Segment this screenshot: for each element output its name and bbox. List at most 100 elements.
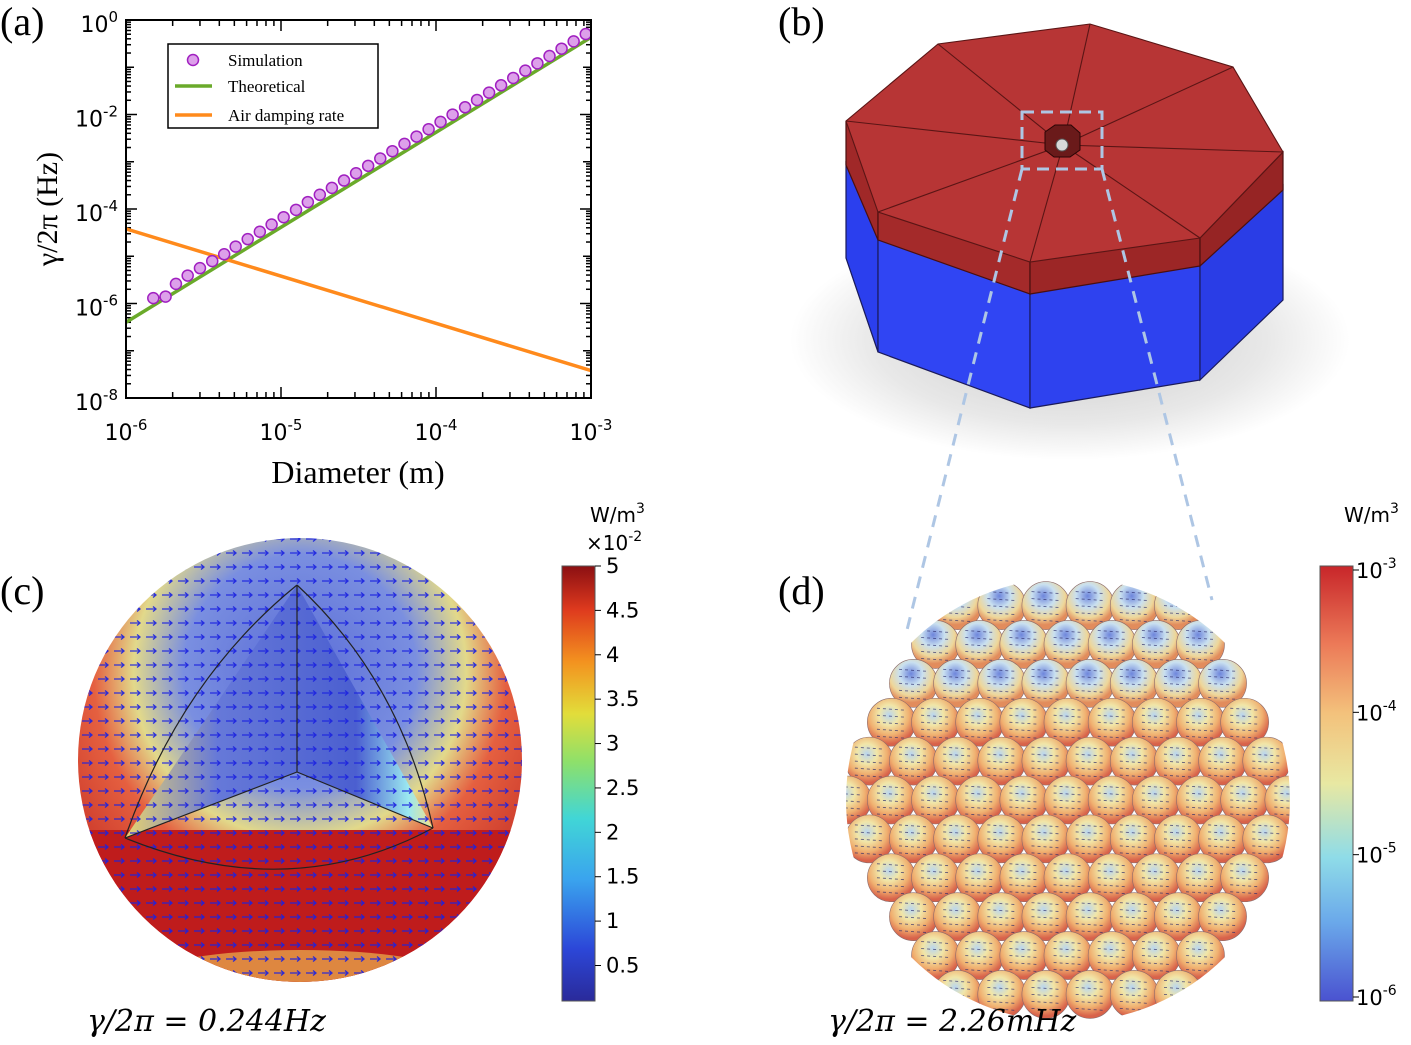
simulation-point [289,203,303,217]
cluster-ball [1132,853,1181,903]
cluster-ball [889,892,938,941]
cluster-ball [999,853,1049,903]
simulation-point [229,240,242,253]
zoom-box [1020,110,1104,171]
cluster-ball [1109,892,1159,941]
simulation-point [313,188,327,202]
cluster-ball [911,853,960,903]
simulation-point [398,137,411,151]
cluster-ball [1065,659,1115,708]
cluster-ball [1021,736,1071,786]
y-tick-label: 10-6 [75,292,118,322]
y-tick-label: 10-4 [75,197,118,227]
cluster-ball [1109,970,1159,1019]
cluster-ball [1043,620,1093,669]
cluster-ball [1021,814,1071,864]
simulation-point [519,64,532,77]
panel-a-label: (a) [0,0,45,44]
colorbar-d-tick-label: 10-5 [1356,841,1397,868]
simulation-point [337,174,351,187]
series-simulation-points [147,27,591,305]
cluster-ball [1109,659,1159,708]
simulation-point [301,195,315,209]
red-top-face [845,23,1284,263]
cluster-ball [846,775,872,825]
cluster-ball [911,697,960,747]
cluster-ball [955,931,1004,980]
y-axis-label: γ/2π (Hz) [31,152,64,267]
y-tick-label: 10-8 [75,386,118,416]
cluster-ball [1109,814,1159,864]
cluster-ball [933,659,982,708]
x-tick-labels: 10-6 10-5 10-4 10-3 [105,416,613,446]
colorbar-d-ticks: 10-3 10-4 10-5 10-6 [1353,556,1397,1010]
legend-simulation-marker [186,53,200,67]
blue-base [845,161,1284,409]
colorbar-c-ticks: 5 4.5 4 3.5 3 2.5 2 1.5 1 0.5 [595,554,639,977]
cluster-ball [1087,775,1137,825]
floor-shadow [790,220,1350,460]
cluster-ball [911,775,960,825]
x-tick-label: 10-3 [570,416,613,446]
cluster-ball [1043,775,1093,825]
cluster-ball [1065,736,1115,786]
x-tick-label: 10-5 [260,416,303,446]
plot-frame [125,19,592,399]
cluster-ball [867,853,916,903]
simulation-point [506,71,520,85]
cluster-ball [846,814,894,864]
legend-simulation-label: Simulation [228,51,303,70]
chart-legend: Simulation Theoretical Air damping rate [167,43,379,129]
cluster-ball [846,736,894,786]
colorbar-d-gradient [1319,565,1354,1002]
simulation-point [482,86,496,99]
cluster-ball [1154,970,1203,1019]
zoom-line-right [1100,168,1214,601]
colorbar-d-tick-label: 10-3 [1356,556,1397,583]
simulation-point [265,218,278,231]
cluster-ball [1242,736,1290,786]
simulation-point [555,42,568,55]
sphere-c-hot-band [78,830,522,982]
cluster-ball [955,775,1004,825]
simulation-point [193,261,207,275]
panel-c-label: (c) [0,568,45,613]
cluster-ball [1109,581,1159,630]
cluster-ball [1220,697,1269,747]
cluster-ball [1021,892,1071,941]
cluster-ball [1176,620,1225,669]
cluster-ball [1087,620,1137,669]
colorbar-c-tick-label: 4.5 [606,598,639,622]
simulation-point [410,130,423,143]
cluster-ball [999,775,1049,825]
cluster-ball [1043,931,1093,980]
simulation-point [277,210,290,224]
cluster-ball [867,775,916,825]
simulation-point [325,181,339,195]
simulation-point [567,35,580,48]
x-tick-label: 10-6 [105,416,148,446]
simulation-point [422,122,435,136]
x-axis-label: Diameter (m) [271,454,444,490]
cluster-ball [1154,892,1203,941]
cluster-ball [1087,697,1137,747]
simulation-point [579,27,591,41]
colorbar-c-tick-label: 2.5 [606,776,639,800]
colorbar-c-unit: W/m3 [590,501,645,527]
cluster-ball [1154,814,1203,864]
cluster-ball [1176,697,1225,747]
colorbar-c-tick-label: 3.5 [606,687,639,711]
simulation-point [531,57,544,70]
colorbar-c-tick-label: 1 [606,909,619,933]
cluster-ball [999,697,1049,747]
cluster-ball [1176,775,1225,825]
cluster-ball [1198,814,1247,864]
cluster-ball [1242,814,1290,864]
cluster-ball [911,620,960,669]
cluster-ball [999,620,1049,669]
sphere-c-cutaway [125,585,433,838]
colorbar-d-tick-label: 10-4 [1356,698,1397,725]
cluster-ball [933,892,982,941]
colorbar-d-tick-label: 10-6 [1356,983,1397,1010]
cluster-ball [1043,697,1093,747]
